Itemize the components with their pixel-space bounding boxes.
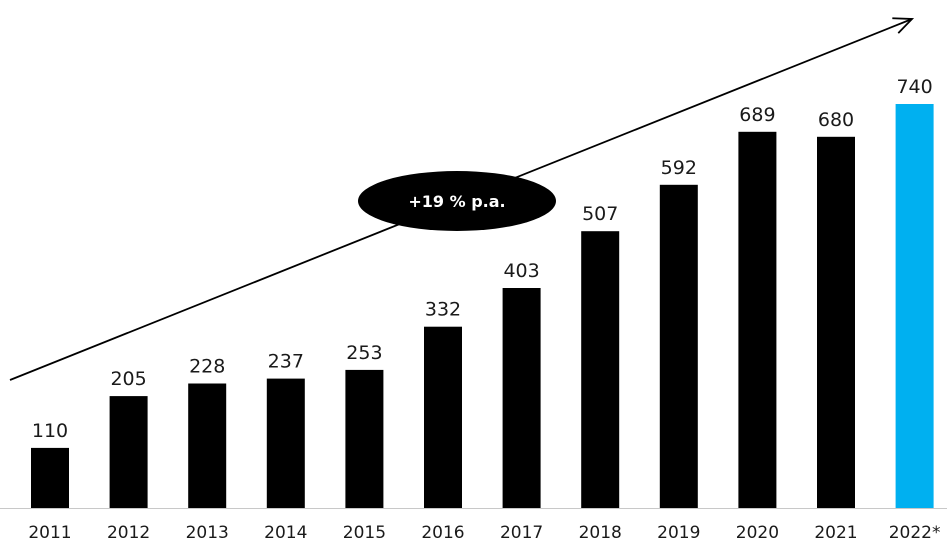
- x-tick-label-2019: 2019: [657, 523, 700, 543]
- x-axis-ticks-layer: 2011 2012 2013 2014 2015 2016 2017 2018 2019 2020…: [28, 523, 940, 543]
- value-label-2018: 507: [582, 203, 618, 225]
- bar-2011: [31, 447, 69, 508]
- x-tick-label-2017: 2017: [500, 523, 543, 543]
- value-label-2022: 740: [896, 76, 932, 98]
- value-label-2016: 332: [425, 299, 461, 321]
- bar-2018: [581, 231, 620, 508]
- cagr-ellipse: [358, 171, 556, 231]
- value-label-2015: 253: [346, 342, 382, 364]
- x-tick-label-2011: 2011: [28, 523, 71, 543]
- value-label-2012: 205: [110, 368, 146, 390]
- value-label-2013: 228: [189, 356, 225, 378]
- bar-2016: [424, 326, 462, 508]
- value-label-2011: 110: [32, 420, 68, 442]
- value-label-2019: 592: [661, 157, 697, 179]
- x-tick-label-2020: 2020: [736, 523, 779, 543]
- bar-2014: [266, 378, 305, 508]
- value-label-2020: 689: [739, 104, 775, 126]
- bar-2013: [188, 383, 227, 508]
- x-tick-label-2022: 2022*: [889, 523, 941, 543]
- bar-2022: [895, 104, 934, 508]
- value-label-2017: 403: [503, 260, 539, 282]
- cagr-annotation-text: +19 % p.a.: [408, 192, 505, 211]
- value-label-2021: 680: [818, 109, 854, 131]
- cagr-annotation: +19 % p.a.: [358, 171, 556, 231]
- x-tick-label-2014: 2014: [264, 523, 307, 543]
- bar-2020: [738, 131, 777, 509]
- x-tick-label-2016: 2016: [421, 523, 464, 543]
- x-tick-label-2015: 2015: [343, 523, 386, 543]
- x-tick-label-2018: 2018: [579, 523, 622, 543]
- bar-2012: [109, 396, 148, 508]
- bar-2015: [345, 369, 384, 508]
- bar-2021: [817, 136, 855, 509]
- x-tick-label-2013: 2013: [186, 523, 229, 543]
- value-labels-layer: 110 205 228 237 253 332 403 507 592 689 680 740: [32, 76, 933, 442]
- x-tick-label-2012: 2012: [107, 523, 150, 543]
- x-tick-label-2021: 2021: [814, 523, 857, 543]
- bar-2017: [502, 288, 541, 508]
- bar-2019: [659, 184, 698, 509]
- bars-layer: [31, 104, 934, 509]
- value-label-2014: 237: [268, 351, 304, 373]
